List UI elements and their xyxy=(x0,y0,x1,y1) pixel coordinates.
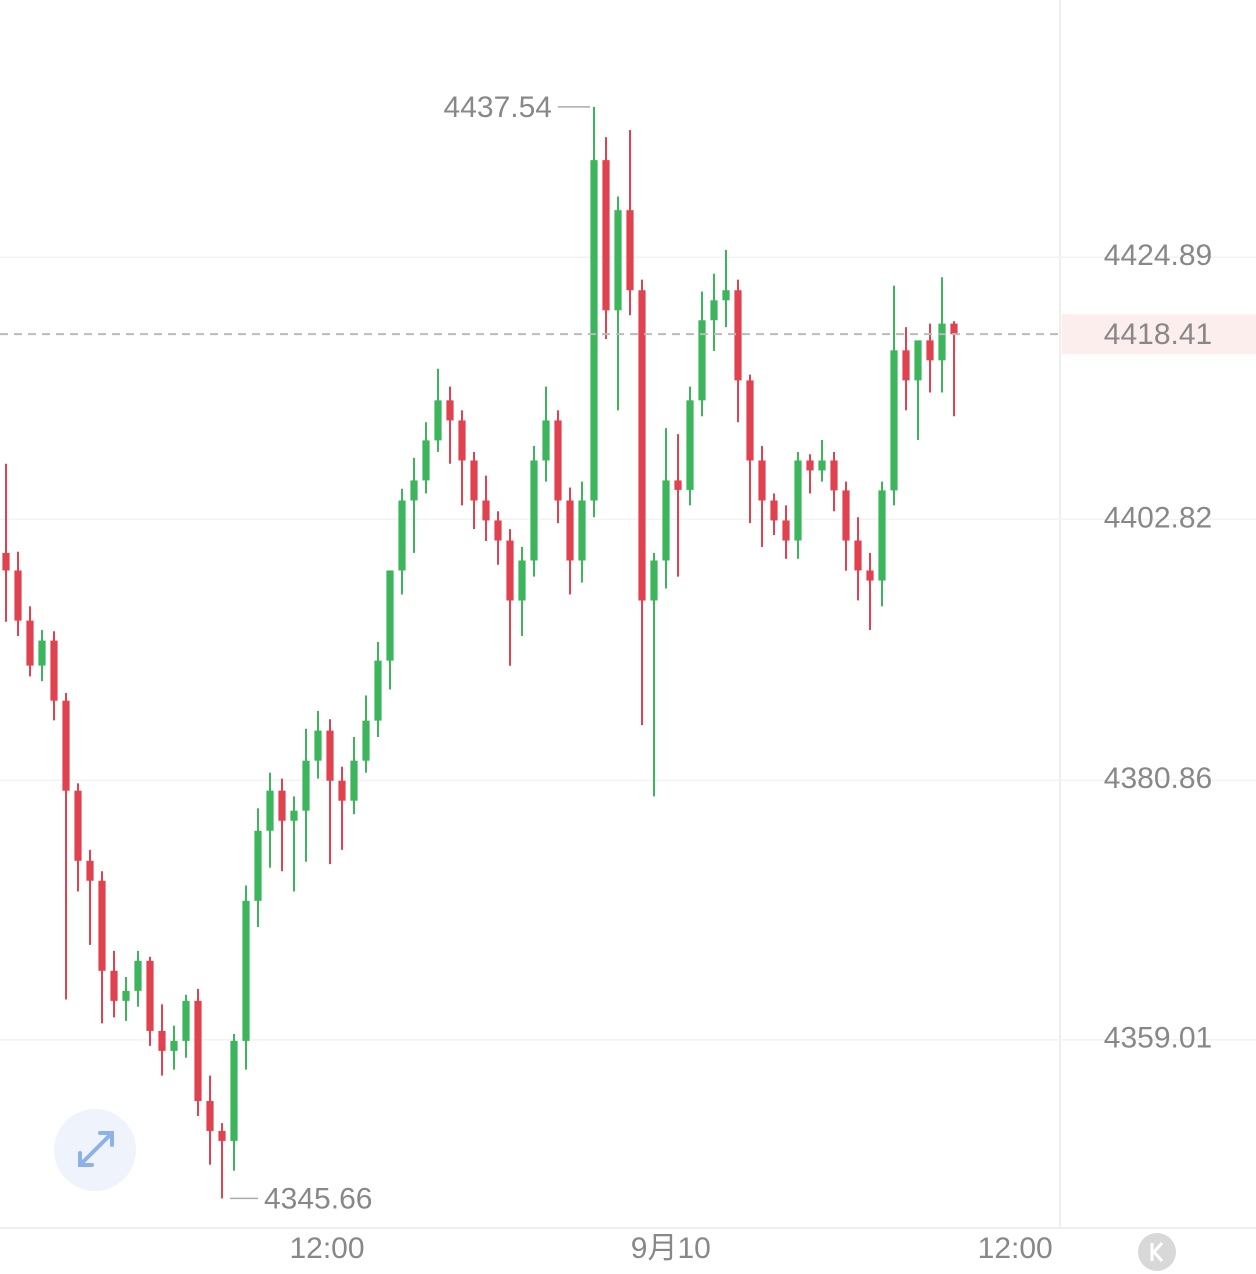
x-tick-label: 12:00 xyxy=(289,1232,364,1265)
candle-body xyxy=(662,480,670,561)
candle-body xyxy=(2,552,10,571)
candle-body xyxy=(578,500,586,561)
candle-body xyxy=(818,460,826,471)
candle-body xyxy=(566,500,574,561)
k-icon xyxy=(1150,1242,1164,1262)
candle-body xyxy=(530,460,538,561)
candle-body xyxy=(446,400,454,421)
candle-body xyxy=(890,350,898,491)
candle-body xyxy=(938,323,946,361)
candle-body xyxy=(50,640,58,701)
candle-body xyxy=(698,320,706,401)
candle-body xyxy=(290,810,298,821)
candle-body xyxy=(398,500,406,571)
candle-body xyxy=(230,1040,238,1141)
candle-body xyxy=(458,420,466,461)
k-button-bg xyxy=(1138,1233,1176,1271)
expand-icon xyxy=(78,1131,114,1167)
candle-body xyxy=(638,290,646,601)
candle-body xyxy=(686,400,694,490)
candle-body xyxy=(854,540,862,571)
y-tick-label: 4380.86 xyxy=(1104,762,1212,795)
candle-body xyxy=(734,290,742,381)
candle-body xyxy=(218,1130,226,1141)
candle-body xyxy=(62,700,70,791)
candle-body xyxy=(86,860,94,881)
candle-body xyxy=(434,400,442,441)
y-tick-label: 4402.82 xyxy=(1104,501,1212,534)
candle-body xyxy=(326,730,334,781)
x-tick-label: 9月10 xyxy=(631,1232,711,1265)
candle-body xyxy=(614,210,622,311)
candle-body xyxy=(722,290,730,301)
candle-body xyxy=(38,640,46,666)
candle-body xyxy=(122,990,130,1001)
candle-body xyxy=(314,730,322,761)
candle-body xyxy=(98,880,106,971)
candle-body xyxy=(770,500,778,521)
candle-body xyxy=(14,570,22,621)
candle-body xyxy=(194,1000,202,1102)
candle-body xyxy=(506,540,514,601)
candle-body xyxy=(482,500,490,521)
candle-body xyxy=(902,350,910,381)
last-price-box xyxy=(1062,314,1256,355)
candle-body xyxy=(302,760,310,811)
high-label: 4437.54 xyxy=(444,91,552,124)
candle-body xyxy=(386,570,394,661)
expand-button[interactable] xyxy=(54,1109,136,1191)
candle-body xyxy=(842,490,850,541)
last-price-label: 4418.41 xyxy=(1104,318,1212,351)
candle-body xyxy=(470,460,478,501)
candle-body xyxy=(146,960,154,1031)
candle-body xyxy=(410,480,418,501)
candle-body xyxy=(494,520,502,541)
candle-body xyxy=(182,1000,190,1041)
candle-body xyxy=(830,460,838,491)
candle-body xyxy=(254,830,262,901)
candle-body xyxy=(878,490,886,581)
candle-body xyxy=(758,460,766,501)
low-label: 4345.66 xyxy=(264,1182,372,1215)
candle-body xyxy=(866,570,874,581)
candle-body xyxy=(134,960,142,991)
candle-body xyxy=(602,160,610,311)
candle-body xyxy=(674,480,682,490)
candle-body xyxy=(26,620,34,666)
y-tick-label: 4424.89 xyxy=(1104,239,1212,272)
candle-body xyxy=(794,460,802,541)
candle-body xyxy=(74,790,82,861)
k-button[interactable] xyxy=(1138,1233,1176,1271)
candle-body xyxy=(422,440,430,481)
candle-body xyxy=(746,380,754,461)
candle-body xyxy=(170,1040,178,1051)
candle-body xyxy=(542,420,550,461)
candle-body xyxy=(554,420,562,501)
candle-body xyxy=(782,520,790,541)
candle-body xyxy=(650,560,658,601)
y-tick-label: 4359.01 xyxy=(1104,1022,1212,1055)
candle-body xyxy=(242,900,250,1041)
candle-body xyxy=(206,1101,214,1131)
x-tick-label: 12:00 xyxy=(978,1232,1053,1265)
candle-body xyxy=(278,790,286,821)
candle-body xyxy=(914,340,922,381)
candle-body xyxy=(626,210,634,291)
candle-body xyxy=(926,340,934,361)
candle-body xyxy=(158,1030,166,1051)
candle-body xyxy=(590,160,598,501)
candle-body xyxy=(518,560,526,601)
candle-body xyxy=(350,760,358,801)
candle-body xyxy=(110,970,118,1001)
candle-body xyxy=(710,300,718,321)
candle-body xyxy=(950,323,958,335)
candle-body xyxy=(362,720,370,761)
candle-body xyxy=(374,660,382,721)
candle-body xyxy=(338,780,346,801)
candle-body xyxy=(806,460,814,471)
candle-body xyxy=(266,790,274,831)
